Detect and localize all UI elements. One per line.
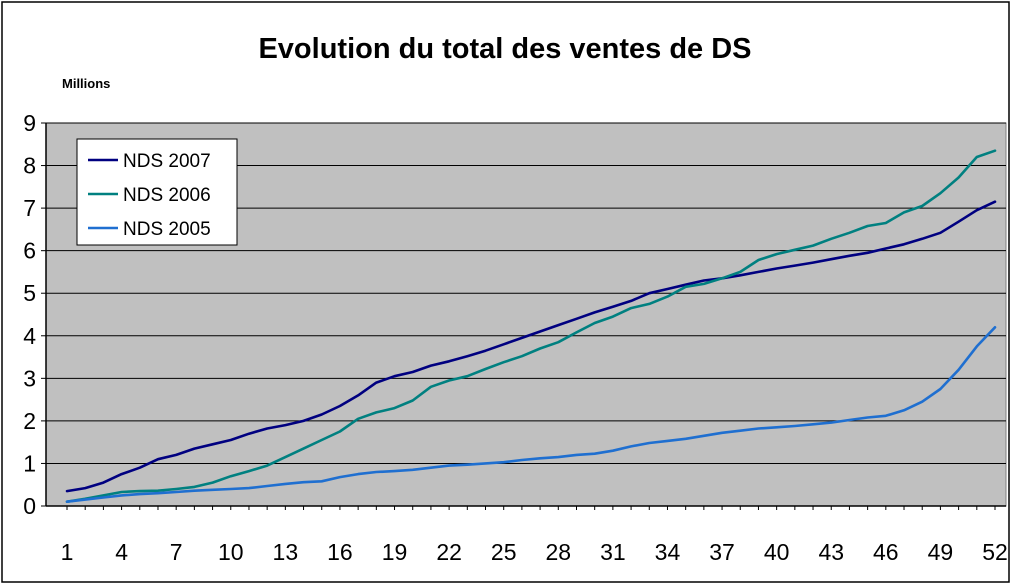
y-tick-label: 7 — [23, 195, 36, 221]
y-tick-label: 3 — [23, 365, 36, 391]
legend-label: NDS 2007 — [123, 151, 211, 172]
y-tick-label: 4 — [23, 323, 36, 349]
series-line-nds-2007 — [65, 200, 997, 493]
x-tick-label: 10 — [218, 539, 244, 565]
x-axis-ticks: 1 4 7 10 13 16 19 22 25 28 31 34 37 40 43 46 49 52 — [61, 506, 1008, 565]
x-tick-label: 16 — [327, 539, 353, 565]
x-tick-label: 40 — [764, 539, 790, 565]
x-tick-label: 22 — [436, 539, 462, 565]
series-line-nds-2006 — [65, 149, 997, 504]
x-tick-label: 4 — [115, 539, 128, 565]
legend-label: NDS 2005 — [123, 219, 211, 240]
x-tick-label: 13 — [273, 539, 299, 565]
chart-title: Evolution du total des ventes de DS — [258, 33, 751, 65]
x-tick-label: 25 — [491, 539, 517, 565]
gridlines — [46, 122, 1006, 464]
series-lines — [65, 149, 997, 504]
x-tick-label: 46 — [873, 539, 899, 565]
x-tick-label: 1 — [61, 539, 74, 565]
x-tick-label: 31 — [600, 539, 626, 565]
y-tick-label: 2 — [23, 408, 36, 434]
y-tick-label: 9 — [23, 110, 36, 136]
y-tick-label: 0 — [23, 493, 36, 519]
x-tick-label: 49 — [928, 539, 954, 565]
x-tick-label: 43 — [818, 539, 844, 565]
x-tick-label: 7 — [170, 539, 183, 565]
series-line-nds-2005 — [65, 325, 997, 504]
legend: NDS 2007 NDS 2006 NDS 2005 — [76, 138, 238, 246]
y-tick-label: 6 — [23, 238, 36, 264]
legend-label: NDS 2006 — [123, 185, 211, 206]
y-axis-unit-label: Millions — [62, 76, 110, 91]
y-tick-label: 1 — [23, 450, 36, 476]
x-tick-label: 19 — [382, 539, 408, 565]
x-tick-label: 52 — [982, 539, 1008, 565]
y-tick-label: 5 — [23, 280, 36, 306]
x-tick-label: 34 — [655, 539, 681, 565]
x-tick-label: 28 — [545, 539, 571, 565]
y-axis-ticks: 0 1 2 3 4 5 6 7 8 9 — [23, 110, 46, 519]
y-tick-label: 8 — [23, 153, 36, 179]
x-tick-label: 37 — [709, 539, 735, 565]
